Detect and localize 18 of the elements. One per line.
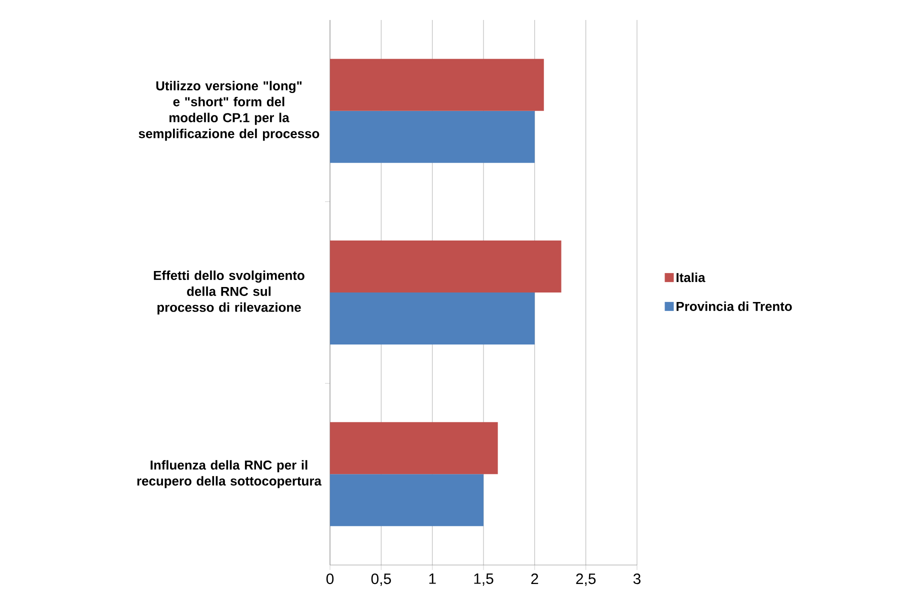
x-tick-label: 0 xyxy=(326,574,334,584)
x-tick-label: 1 xyxy=(429,574,436,584)
bar xyxy=(330,422,498,474)
bar xyxy=(330,292,535,344)
legend-label: Provincia di Trento xyxy=(676,301,792,311)
x-tick-label: 2,5 xyxy=(576,574,596,586)
bar xyxy=(330,474,484,526)
x-tick-label: 2 xyxy=(531,574,538,584)
bar xyxy=(330,240,562,292)
x-tick-label: 0,5 xyxy=(371,574,391,586)
y-tick-label: Utilizzo versione "long" e "short" form del modello CP.1 per la semplificazione del processo xyxy=(138,80,320,141)
bar xyxy=(330,58,544,111)
legend-label: Italia xyxy=(676,272,706,282)
x-tick-label: 3 xyxy=(633,574,641,584)
y-tick-label: Effetti dello svolgimento della RNC sul processo di rilevazione xyxy=(154,270,304,314)
bar xyxy=(330,110,535,163)
x-tick-label: 1,5 xyxy=(474,574,494,586)
y-tick-label: Influenza della RNC per il recupero della sottocopertura xyxy=(137,460,322,488)
